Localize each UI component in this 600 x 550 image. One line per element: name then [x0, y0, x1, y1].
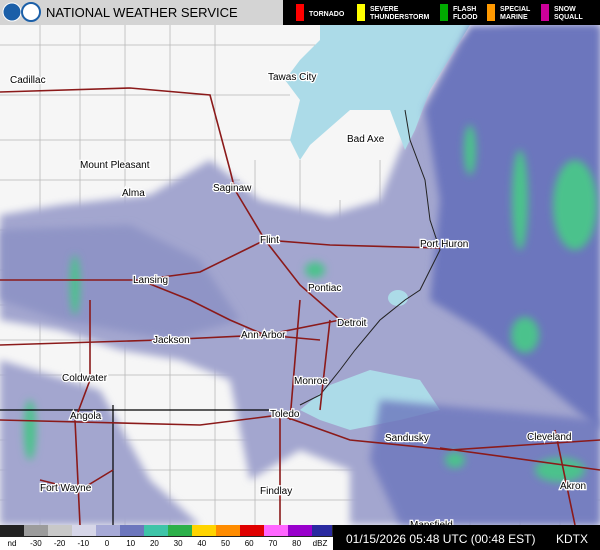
colorbar-tick-label: 40 [197, 539, 206, 548]
colorbar-tick-label: 80 [292, 539, 301, 548]
city-label: Port Huron [420, 239, 468, 250]
city-label: Flint [260, 235, 279, 246]
warning-swatch [440, 4, 448, 21]
warning-label: SEVERE [370, 6, 399, 13]
warning-swatch [541, 4, 549, 21]
colorbar-tick-label: -10 [78, 539, 90, 548]
city-label: Angola [70, 411, 102, 422]
colorbar-no-data: nd [8, 539, 17, 548]
city-label: Mount Pleasant [80, 160, 150, 171]
warning-label: MARINE [500, 14, 528, 21]
warning-label: TORNADO [309, 11, 345, 18]
city-label: Lansing [133, 275, 168, 286]
colorbar-tick-label: -20 [54, 539, 66, 548]
city-label: Coldwater [62, 373, 108, 384]
lake-huron [285, 25, 470, 160]
shoreline [299, 109, 441, 406]
colorbar [24, 525, 332, 536]
header-title-area [0, 0, 283, 25]
city-label: Findlay [260, 486, 292, 497]
nws-logo [21, 2, 41, 22]
city-label: Cleveland [527, 432, 571, 443]
warning-label: FLASH [453, 6, 476, 13]
roads [0, 87, 600, 526]
warning-label: FLOOD [453, 14, 478, 21]
colorbar-tick-label: 70 [268, 539, 277, 548]
footer: nd dBZ 01/15/2026 05:48 UTC (00:48 EST) … [0, 525, 600, 550]
radar-echo [0, 225, 240, 340]
colorbar-tick-label: 30 [174, 539, 183, 548]
warning-swatch [487, 4, 495, 21]
colorbar-tick-label: 50 [221, 539, 230, 548]
city-label: Sandusky [385, 433, 429, 444]
colorbar-tick-label: 60 [245, 539, 254, 548]
warning-swatch [357, 4, 365, 21]
colorbar-labels-area [0, 537, 333, 550]
header-title: NATIONAL WEATHER SERVICE [46, 5, 238, 20]
radar-strong [24, 125, 597, 482]
state-border [0, 405, 270, 525]
timestamp: 01/15/2026 05:48 UTC (00:48 EST) [346, 532, 535, 546]
warning-label: THUNDERSTORM [370, 14, 430, 21]
colorbar-unit: dBZ [313, 539, 328, 548]
warning-swatch [296, 4, 304, 21]
city-label: Alma [122, 188, 145, 199]
city-label: Monroe [294, 376, 328, 387]
warning-label: SPECIAL [500, 6, 531, 13]
city-label: Bad Axe [347, 134, 385, 145]
city-label: Toledo [270, 409, 300, 420]
city-label: Tawas City [268, 72, 316, 83]
warning-label: SNOW [554, 6, 576, 13]
city-label: Jackson [153, 335, 190, 346]
lake-st-clair [388, 290, 408, 306]
colorbar-tick-label: 10 [126, 539, 135, 548]
city-label: Detroit [337, 318, 367, 329]
colorbar-tick-label: 0 [105, 539, 110, 548]
colorbar-tick-label: -30 [30, 539, 42, 548]
city-label: Pontiac [308, 283, 341, 294]
radar-echo [0, 360, 200, 525]
city-label: Cadillac [10, 75, 46, 86]
city-label: Fort Wayne [40, 483, 92, 494]
city-label: Saginaw [213, 183, 252, 194]
warning-label: SQUALL [554, 14, 584, 21]
city-label: Ann Arbor [241, 330, 286, 341]
city-label: Akron [560, 481, 586, 492]
radar-echo [370, 400, 600, 525]
station-id: KDTX [556, 532, 588, 546]
colorbar-tick-label: 20 [150, 539, 159, 548]
map [0, 25, 600, 526]
noaa-logo [2, 2, 22, 22]
